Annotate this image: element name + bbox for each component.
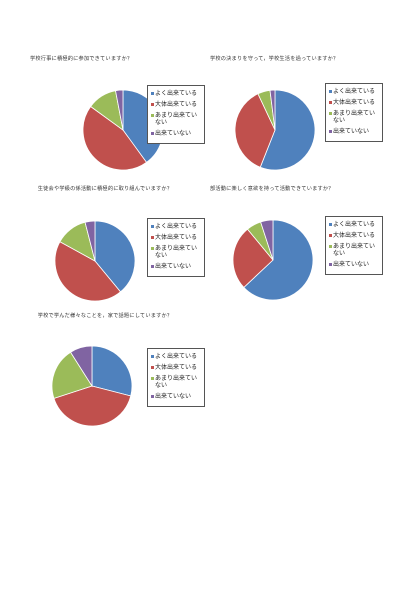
pie-slice-3	[84, 220, 96, 262]
legend-swatch	[151, 236, 154, 239]
legend-item: 出来ていない	[329, 128, 380, 135]
pie-slice-3	[269, 89, 276, 131]
pie-slice-1	[232, 228, 274, 288]
legend-swatch	[151, 225, 154, 228]
legend-label: あまり出来ていない	[155, 112, 198, 126]
legend-swatch	[151, 103, 154, 106]
chart-club-activities: 部活動に楽しく意欲を持って活動できていますか？ よく出来ている 大体出来ているあま…	[210, 185, 405, 315]
pie-chart	[51, 345, 133, 427]
legend-label: あまり出来ていない	[155, 375, 198, 389]
pie-chart	[232, 219, 314, 301]
pie-chart	[234, 89, 316, 171]
legend-label: 大体出来ている	[155, 234, 198, 241]
legend-label: よく出来ている	[333, 88, 376, 95]
legend-swatch	[329, 90, 332, 93]
legend-swatch	[151, 132, 154, 135]
chart-school-events: 学校行事に積極的に参加できていますか？ よく出来ている 大体出来ているあまり出来て…	[30, 55, 225, 185]
pie-slice-3	[115, 89, 124, 131]
chart-title: 学校行事に積極的に参加できていますか？	[30, 56, 133, 62]
chart-student-council: 生徒会や学級の係活動に積極的に取り組んでいますか？ よく出来ている 大体出来ている…	[30, 185, 225, 315]
legend-swatch	[151, 366, 154, 369]
legend-label: 大体出来ている	[333, 99, 376, 106]
legend-label: よく出来ている	[155, 90, 198, 97]
legend-swatch	[151, 377, 154, 380]
legend-item: あまり出来ていない	[151, 245, 202, 259]
legend-item: 出来ていない	[151, 393, 202, 400]
legend-item: あまり出来ていない	[329, 110, 380, 124]
legend-label: 出来ていない	[333, 261, 370, 268]
chart-legend: よく出来ている 大体出来ているあまり出来ていない出来ていない	[147, 348, 205, 407]
legend-label: 出来ていない	[333, 128, 370, 135]
legend-item: よく出来ている	[151, 223, 202, 230]
legend-swatch	[151, 355, 154, 358]
chart-title: 生徒会や学級の係活動に積極的に取り組んでいますか？	[37, 186, 173, 192]
pie-slice-0	[91, 345, 133, 397]
legend-swatch	[329, 101, 332, 104]
legend-item: 大体出来ている	[329, 99, 380, 106]
chart-legend: よく出来ている 大体出来ているあまり出来ていない出来ていない	[325, 83, 383, 142]
legend-item: 出来ていない	[151, 130, 202, 137]
legend-label: 大体出来ている	[155, 101, 198, 108]
pie-slice-3	[70, 345, 93, 388]
legend-swatch	[151, 247, 154, 250]
pie-slice-2	[51, 351, 93, 399]
pie-slice-0	[259, 89, 316, 171]
legend-swatch	[151, 395, 154, 398]
legend-item: あまり出来ていない	[151, 112, 202, 126]
legend-item: あまり出来ていない	[151, 375, 202, 389]
pie-chart	[54, 220, 136, 302]
legend-swatch	[329, 263, 332, 266]
pie-slice-1	[54, 241, 122, 302]
legend-label: あまり出来ていない	[333, 243, 376, 257]
legend-item: 大体出来ている	[151, 364, 202, 371]
legend-label: よく出来ている	[155, 353, 198, 360]
legend-item: 大体出来ている	[151, 234, 202, 241]
legend-swatch	[151, 92, 154, 95]
pie-slice-1	[234, 93, 276, 168]
legend-label: 大体出来ている	[333, 232, 376, 239]
pie-slice-1	[82, 105, 148, 171]
legend-swatch	[329, 112, 332, 115]
legend-item: よく出来ている	[151, 90, 202, 97]
chart-title: 部活動に楽しく意欲を持って活動できていますか？	[210, 186, 334, 192]
legend-label: 出来ていない	[155, 263, 192, 270]
legend-item: 出来ていない	[329, 261, 380, 268]
legend-swatch	[329, 234, 332, 237]
legend-label: あまり出来ていない	[333, 110, 376, 124]
legend-label: 出来ていない	[155, 393, 192, 400]
legend-item: あまり出来ていない	[329, 243, 380, 257]
legend-item: 大体出来ている	[151, 101, 202, 108]
chart-legend: よく出来ている 大体出来ているあまり出来ていない出来ていない	[147, 218, 205, 277]
chart-home-conversation: 学校で学んだ様々なことを，家で話題にしていますか？ よく出来ている 大体出来ている…	[30, 312, 225, 442]
chart-school-rules: 学校の決まりを守って，学校生活を過っていますか？ よく出来ている 大体出来ているあ…	[210, 55, 405, 185]
legend-label: よく出来ている	[333, 221, 376, 228]
pie-slice-3	[260, 219, 274, 261]
legend-swatch	[151, 265, 154, 268]
legend-label: 大体出来ている	[155, 364, 198, 371]
legend-label: 出来ていない	[155, 130, 192, 137]
legend-item: よく出来ている	[329, 221, 380, 228]
legend-swatch	[329, 245, 332, 248]
legend-item: よく出来ている	[329, 88, 380, 95]
legend-swatch	[151, 114, 154, 117]
legend-label: よく出来ている	[155, 223, 198, 230]
pie-slice-0	[243, 219, 314, 301]
chart-title: 学校で学んだ様々なことを，家で話題にしていますか？	[37, 313, 173, 319]
legend-swatch	[329, 130, 332, 133]
chart-title: 学校の決まりを守って，学校生活を過っていますか？	[210, 56, 339, 62]
legend-item: よく出来ている	[151, 353, 202, 360]
legend-label: あまり出来ていない	[155, 245, 198, 259]
chart-legend: よく出来ている 大体出来ているあまり出来ていない出来ていない	[147, 85, 205, 144]
pie-slice-1	[53, 385, 132, 427]
legend-item: 大体出来ている	[329, 232, 380, 239]
legend-item: 出来ていない	[151, 263, 202, 270]
legend-swatch	[329, 223, 332, 226]
pie-slice-0	[94, 220, 136, 293]
chart-legend: よく出来ている 大体出来ているあまり出来ていない出来ていない	[325, 216, 383, 275]
